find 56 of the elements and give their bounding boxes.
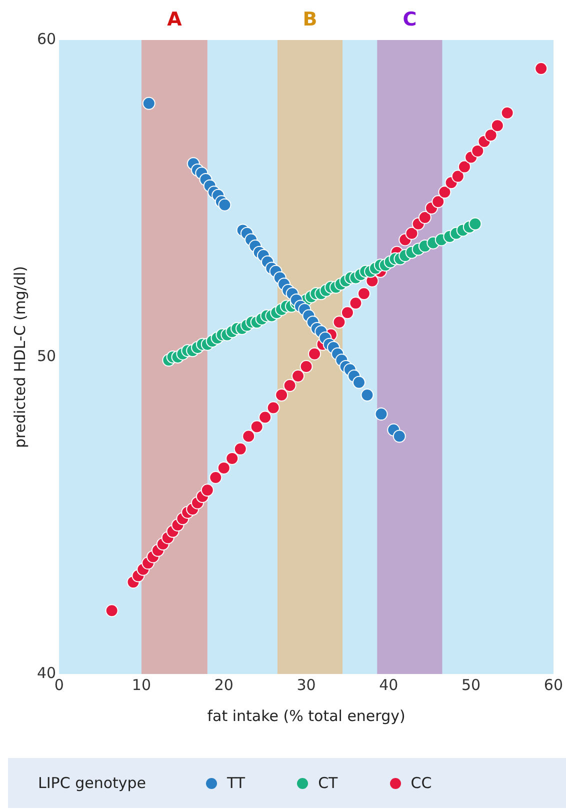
x-tick-label: 20 xyxy=(214,676,234,694)
point xyxy=(360,388,374,402)
x-tick-label: 30 xyxy=(296,676,316,694)
x-tick-label: 10 xyxy=(132,676,152,694)
point xyxy=(283,379,296,392)
point xyxy=(275,388,288,402)
point xyxy=(292,370,305,383)
band-label: A xyxy=(167,8,182,30)
point xyxy=(458,160,471,174)
point xyxy=(105,604,118,618)
point xyxy=(468,217,482,230)
point xyxy=(451,170,464,183)
x-axis-title: fat intake (% total energy) xyxy=(207,706,406,725)
point xyxy=(332,316,346,329)
point xyxy=(217,461,230,474)
legend-label: TT xyxy=(227,774,246,792)
legend-label: CT xyxy=(318,774,338,792)
point xyxy=(438,186,452,199)
band-label: B xyxy=(302,8,318,30)
point xyxy=(308,347,322,360)
point xyxy=(258,410,272,424)
x-tick-label: 40 xyxy=(379,676,398,694)
legend-label: CC xyxy=(410,774,432,792)
x-tick-label: 50 xyxy=(462,676,481,694)
y-tick-label: 60 xyxy=(36,30,56,48)
point xyxy=(226,452,239,465)
point xyxy=(432,195,445,208)
x-tick-label: 0 xyxy=(54,676,64,694)
legend-title: LIPC genotype xyxy=(38,774,146,792)
point xyxy=(349,296,362,310)
point xyxy=(218,198,232,212)
point xyxy=(418,211,432,224)
point xyxy=(357,287,370,300)
point xyxy=(500,106,514,120)
band-label: C xyxy=(402,8,417,30)
y-tick-label: 40 xyxy=(36,664,56,682)
point xyxy=(374,408,388,421)
y-axis-title: predicted HDL-C (mg/dl) xyxy=(10,266,29,448)
point xyxy=(471,144,484,158)
point xyxy=(392,430,406,443)
point xyxy=(234,442,247,456)
point xyxy=(142,96,156,110)
point xyxy=(340,306,354,320)
point xyxy=(352,376,366,389)
point xyxy=(490,119,504,132)
point xyxy=(300,360,313,374)
y-tick-label: 50 xyxy=(36,346,56,365)
point xyxy=(266,401,280,414)
point xyxy=(484,128,498,142)
x-tick-label: 60 xyxy=(544,676,564,694)
point xyxy=(534,62,548,76)
point xyxy=(209,470,222,484)
point xyxy=(405,226,418,240)
point xyxy=(250,420,264,434)
point xyxy=(200,484,214,497)
point xyxy=(242,430,256,443)
